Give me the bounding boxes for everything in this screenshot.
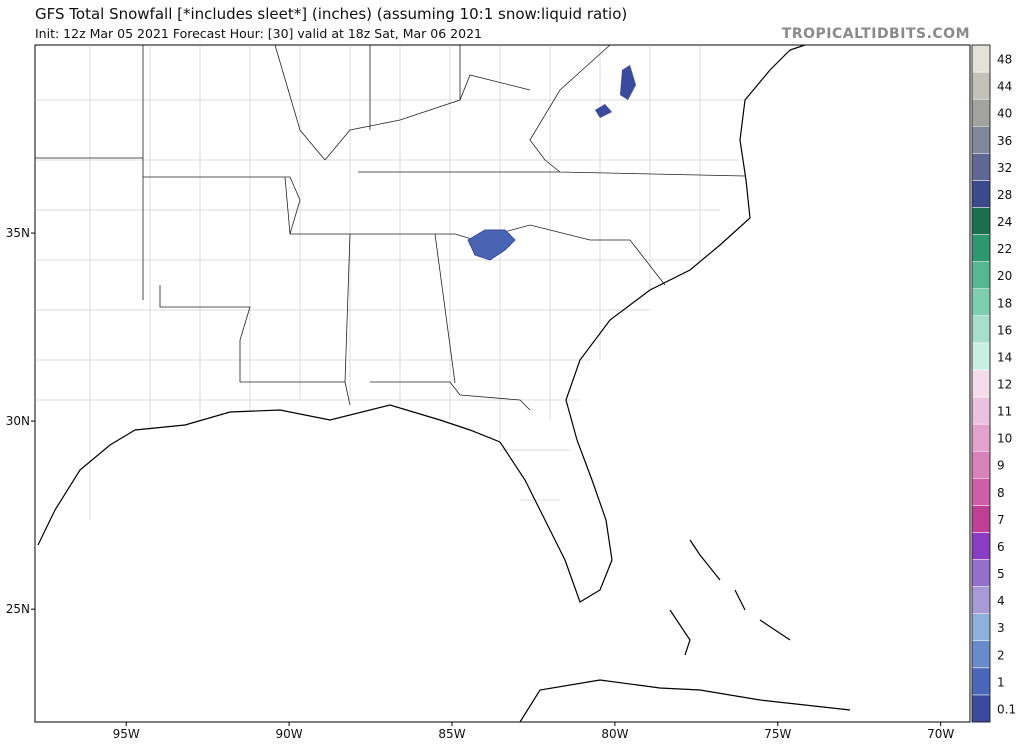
- colorbar-segment: [971, 640, 991, 669]
- y-tick-label: 30N: [6, 414, 30, 428]
- map-frame: [34, 44, 971, 723]
- colorbar-label: 28: [997, 188, 1012, 202]
- colorbar-label: 12: [997, 378, 1012, 392]
- colorbar-segment: [971, 532, 991, 560]
- colorbar-segment: [971, 315, 991, 344]
- colorbar-label: 36: [997, 134, 1012, 148]
- colorbar-segment: [971, 613, 991, 642]
- coastline: [37, 44, 806, 603]
- map-area: [34, 44, 971, 723]
- colorbar: 0.11234567891011121416182022242832364044…: [971, 44, 1016, 723]
- colorbar-segment: [971, 667, 991, 696]
- colorbar-label: 24: [997, 215, 1012, 229]
- colorbar-segment: [971, 261, 991, 289]
- colorbar-label: 6: [997, 540, 1005, 554]
- colorbar-segment: [971, 44, 991, 73]
- y-tick-label: 25N: [6, 602, 30, 616]
- colorbar-segment: [971, 450, 991, 479]
- colorbar-segment: [971, 505, 991, 533]
- colorbar-frame: [971, 44, 991, 723]
- y-tick-label: 35N: [6, 226, 30, 240]
- colorbar-label: 8: [997, 486, 1005, 500]
- subtitle: Init: 12z Mar 05 2021 Forecast Hour: [30…: [35, 26, 482, 41]
- colorbar-label: 3: [997, 621, 1005, 635]
- colorbar-segment: [971, 694, 991, 723]
- colorbar-label: 40: [997, 107, 1012, 121]
- x-tick-label: 95W: [113, 727, 140, 741]
- colorbar-segment: [971, 423, 991, 452]
- colorbar-segment: [971, 586, 991, 614]
- colorbar-label: 7: [997, 513, 1005, 527]
- axes: 95W 90W 85W 80W 75W 70W 35N 30N 25N: [6, 226, 955, 741]
- cuba-coast: [519, 679, 851, 723]
- colorbar-label: 9: [997, 459, 1005, 473]
- title: GFS Total Snowfall [*includes sleet*] (i…: [35, 5, 627, 23]
- watermark: TROPICALTIDBITS.COM: [782, 26, 970, 42]
- x-tick-label: 80W: [601, 727, 628, 741]
- snow-area: [467, 229, 516, 261]
- colorbar-label: 4: [997, 594, 1005, 608]
- colorbar-label: 2: [997, 648, 1005, 662]
- colorbar-segment: [971, 153, 991, 181]
- colorbar-segment: [971, 396, 991, 425]
- colorbar-label: 22: [997, 242, 1012, 256]
- colorbar-label: 5: [997, 567, 1005, 581]
- colorbar-label: 1: [997, 675, 1005, 689]
- colorbar-label: 14: [997, 350, 1012, 364]
- colorbar-label: 0.1: [997, 702, 1016, 716]
- colorbar-segment: [971, 559, 991, 587]
- x-tick-label: 90W: [276, 727, 303, 741]
- colorbar-segment: [971, 207, 991, 235]
- colorbar-segment: [971, 342, 991, 371]
- colorbar-segment: [971, 71, 991, 100]
- colorbar-label: 20: [997, 269, 1012, 283]
- colorbar-segment: [971, 180, 991, 208]
- colorbar-segment: [971, 125, 991, 154]
- colorbar-label: 10: [997, 432, 1012, 446]
- state-borders: [35, 44, 746, 411]
- colorbar-label: 18: [997, 296, 1012, 310]
- colorbar-label: 48: [997, 53, 1012, 67]
- colorbar-label: 11: [997, 405, 1012, 419]
- colorbar-label: 16: [997, 323, 1012, 337]
- snow-area: [595, 104, 612, 118]
- x-tick-label: 85W: [438, 727, 465, 741]
- colorbar-segment: [971, 98, 991, 127]
- colorbar-segment: [971, 288, 991, 317]
- colorbar-label: 32: [997, 161, 1012, 175]
- x-tick-label: 70W: [927, 727, 954, 741]
- x-tick-label: 75W: [764, 727, 791, 741]
- colorbar-segment: [971, 478, 991, 506]
- snow-area: [620, 65, 636, 100]
- colorbar-label: 44: [997, 80, 1012, 94]
- colorbar-segment: [971, 234, 991, 262]
- bahamas-coast: [669, 539, 791, 656]
- colorbar-segment: [971, 369, 991, 398]
